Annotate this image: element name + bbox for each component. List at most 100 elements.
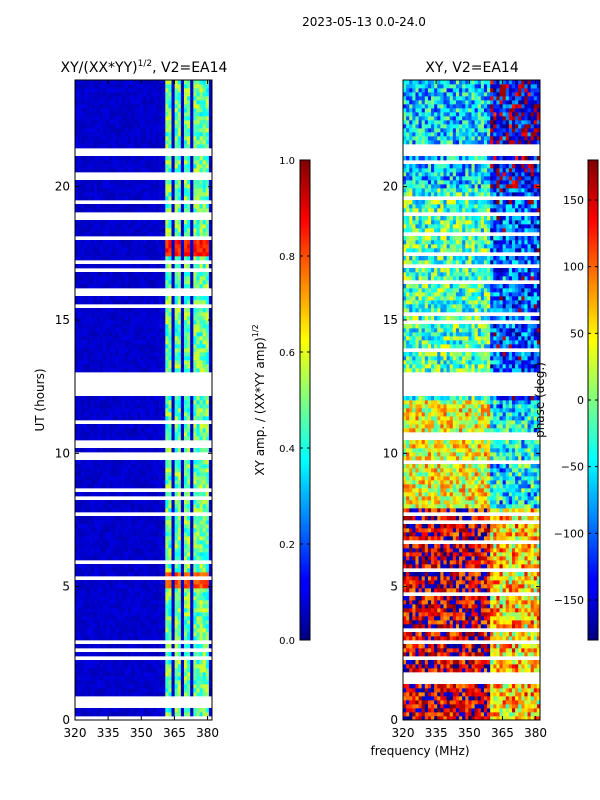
heatmap-cell	[159, 644, 163, 649]
heatmap-cell	[205, 316, 210, 321]
heatmap-cell	[134, 672, 138, 677]
heatmap-cell	[134, 168, 138, 173]
heatmap-cell	[106, 120, 110, 125]
heatmap-cell	[78, 692, 82, 697]
heatmap-cell	[190, 428, 194, 433]
heatmap-cell	[118, 480, 123, 485]
heatmap-cell	[137, 136, 141, 141]
heatmap-cell	[112, 252, 116, 257]
heatmap-cell	[96, 408, 101, 413]
heatmap-cell	[202, 192, 207, 197]
heatmap-cell	[81, 628, 85, 633]
heatmap-cell	[199, 480, 204, 485]
heatmap-cell	[152, 328, 157, 333]
heatmap-cell	[168, 144, 172, 149]
heatmap-cell	[131, 208, 135, 213]
heatmap-cell	[174, 136, 179, 141]
heatmap-cell	[134, 528, 138, 533]
heatmap-cell	[174, 480, 179, 485]
heatmap-cell	[146, 272, 151, 277]
heatmap-cell	[134, 308, 138, 313]
heatmap-cell	[109, 592, 113, 597]
heatmap-cell	[131, 568, 135, 573]
heatmap-cell	[137, 332, 141, 337]
heatmap-cell	[143, 600, 147, 605]
heatmap-cell	[180, 556, 185, 561]
heatmap-cell	[180, 544, 185, 549]
heatmap-cell	[124, 124, 129, 129]
heatmap-cell	[162, 284, 166, 289]
heatmap-cell	[149, 184, 154, 189]
heatmap-cell	[193, 612, 197, 617]
heatmap-cell	[121, 584, 126, 589]
heatmap-cell	[155, 264, 160, 269]
heatmap-cell	[205, 272, 210, 277]
heatmap-cell	[84, 252, 88, 257]
heatmap-cell	[152, 652, 157, 657]
heatmap-cell	[81, 616, 85, 621]
heatmap-cell	[87, 344, 91, 349]
heatmap-cell	[208, 224, 213, 229]
heatmap-cell	[174, 612, 179, 617]
heatmap-cell	[174, 356, 179, 361]
heatmap-cell	[106, 404, 110, 409]
heatmap-cell	[109, 572, 113, 577]
heatmap-cell	[93, 632, 98, 637]
heatmap-cell	[162, 140, 166, 145]
heatmap-cell	[152, 128, 157, 133]
heatmap-cell	[131, 252, 135, 257]
heatmap-cell	[165, 632, 169, 637]
heatmap-cell	[149, 492, 154, 497]
heatmap-cell	[99, 628, 104, 633]
heatmap-cell	[87, 544, 91, 549]
heatmap-cell	[109, 160, 113, 165]
heatmap-cell	[112, 312, 116, 317]
heatmap-cell	[187, 520, 191, 525]
heatmap-cell	[84, 244, 88, 249]
heatmap-cell	[152, 228, 157, 233]
heatmap-cell	[162, 712, 166, 717]
heatmap-cell	[187, 196, 191, 201]
heatmap-cell	[78, 540, 82, 545]
heatmap-cell	[78, 532, 82, 537]
heatmap-cell	[177, 332, 182, 337]
heatmap-cell	[112, 516, 116, 521]
heatmap-cell	[109, 448, 113, 453]
heatmap-cell	[118, 548, 123, 553]
heatmap-cell	[78, 264, 82, 269]
heatmap-cell	[78, 608, 82, 613]
heatmap-cell	[134, 160, 138, 165]
heatmap-cell	[96, 536, 101, 541]
heatmap-cell	[140, 312, 144, 317]
heatmap-cell	[115, 692, 119, 697]
heatmap-cell	[131, 468, 135, 473]
heatmap-cell	[162, 124, 166, 129]
heatmap-cell	[118, 524, 123, 529]
heatmap-cell	[143, 364, 147, 369]
heatmap-cell	[115, 232, 119, 237]
heatmap-cell	[121, 552, 126, 557]
heatmap-cell	[168, 332, 172, 337]
heatmap-cell	[205, 608, 210, 613]
heatmap-cell	[127, 692, 132, 697]
heatmap-cell	[174, 712, 179, 717]
heatmap-cell	[99, 588, 104, 593]
heatmap-cell	[134, 344, 138, 349]
heatmap-cell	[103, 168, 107, 173]
heatmap-cell	[99, 464, 104, 469]
heatmap-cell	[165, 476, 169, 481]
heatmap-cell	[96, 548, 101, 553]
heatmap-cell	[183, 124, 188, 129]
heatmap-cell	[106, 472, 110, 477]
heatmap-cell	[118, 568, 123, 573]
heatmap-cell	[134, 312, 138, 317]
heatmap-cell	[90, 524, 95, 529]
heatmap-cell	[109, 340, 113, 345]
heatmap-cell	[103, 664, 107, 669]
heatmap-cell	[134, 220, 138, 225]
heatmap-cell	[174, 672, 179, 677]
heatmap-cell	[137, 536, 141, 541]
heatmap-cell	[112, 408, 116, 413]
heatmap-cell	[143, 504, 147, 509]
heatmap-cell	[103, 280, 107, 285]
